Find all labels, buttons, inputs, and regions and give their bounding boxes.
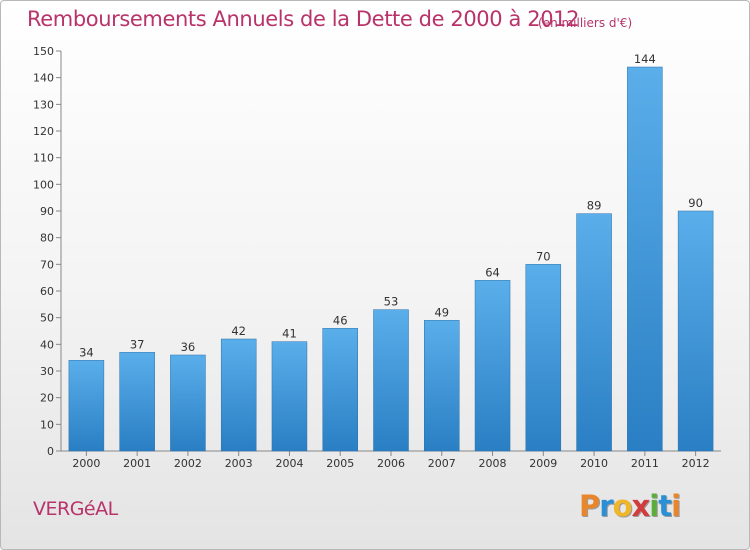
data-label: 90	[688, 196, 703, 210]
data-label: 36	[181, 340, 196, 354]
logo-letter: P	[579, 489, 600, 523]
logo-letter: o	[612, 489, 633, 523]
y-tick-label: 0	[47, 445, 54, 458]
x-tick-label: 2007	[428, 457, 456, 470]
x-tick-label: 2002	[174, 457, 202, 470]
y-tick-label: 140	[33, 72, 54, 85]
logo-letter: t	[658, 489, 672, 523]
bar	[525, 264, 562, 452]
x-tick-label: 2010	[580, 457, 608, 470]
bar	[424, 320, 460, 452]
data-label: 34	[79, 345, 94, 359]
x-tick-label: 2000	[72, 457, 100, 470]
y-tick-label: 60	[40, 285, 54, 298]
proxiti-logo: Proxiti	[579, 489, 681, 523]
commune-name: VERGéAL	[33, 498, 118, 520]
bar	[576, 213, 612, 452]
y-tick-label: 120	[33, 125, 54, 138]
data-label: 49	[434, 305, 449, 319]
y-tick-label: 130	[33, 98, 54, 111]
data-label: 42	[231, 324, 246, 338]
data-label: 70	[536, 249, 551, 263]
y-tick-label: 30	[40, 365, 54, 378]
y-tick-label: 100	[33, 178, 54, 191]
logo-letter: r	[599, 489, 613, 523]
x-tick-label: 2008	[479, 457, 507, 470]
y-tick-label: 90	[40, 205, 54, 218]
x-tick-label: 2006	[377, 457, 405, 470]
logo-letter: i	[649, 489, 659, 523]
bar	[119, 352, 155, 452]
bar	[322, 328, 358, 452]
bar	[68, 360, 105, 452]
bar	[677, 210, 714, 452]
y-tick-label: 50	[40, 312, 54, 325]
bar	[373, 309, 409, 452]
bar	[627, 66, 663, 452]
chart-title: Remboursements Annuels de la Dette de 20…	[27, 7, 580, 31]
bar	[474, 280, 511, 452]
data-label: 64	[485, 265, 500, 279]
bar	[271, 341, 308, 452]
logo-letter: x	[631, 489, 651, 523]
y-tick-label: 40	[40, 338, 54, 351]
logo-letter: i	[671, 489, 681, 523]
data-label: 53	[384, 295, 399, 309]
x-tick-label: 2009	[529, 457, 557, 470]
axes: 0 10 20 30 40 50 60 70 80 90 100 110 120 130 140 150 200…	[33, 45, 721, 470]
chart-subtitle: (en milliers d'€)	[538, 16, 633, 30]
data-label: 46	[333, 313, 348, 327]
y-tick-label: 150	[33, 45, 54, 58]
x-tick-label: 2005	[326, 457, 354, 470]
y-tick-label: 20	[40, 392, 54, 405]
y-tick-label: 70	[40, 258, 54, 271]
x-tick-label: 2001	[123, 457, 151, 470]
x-tick-label: 2012	[682, 457, 710, 470]
y-tick-label: 110	[33, 152, 54, 165]
y-tick-label: 80	[40, 232, 54, 245]
bars: 34 37 36 42 41 46 53 49 64 70 89 144 90	[68, 52, 714, 452]
data-label: 144	[634, 52, 656, 66]
x-tick-label: 2003	[225, 457, 253, 470]
x-tick-label: 2011	[631, 457, 659, 470]
data-label: 89	[587, 199, 602, 213]
bar	[220, 338, 257, 452]
bar	[170, 354, 206, 452]
data-label: 37	[130, 337, 145, 351]
x-tick-label: 2004	[275, 457, 303, 470]
y-tick-label: 10	[40, 418, 54, 431]
data-label: 41	[282, 327, 297, 341]
